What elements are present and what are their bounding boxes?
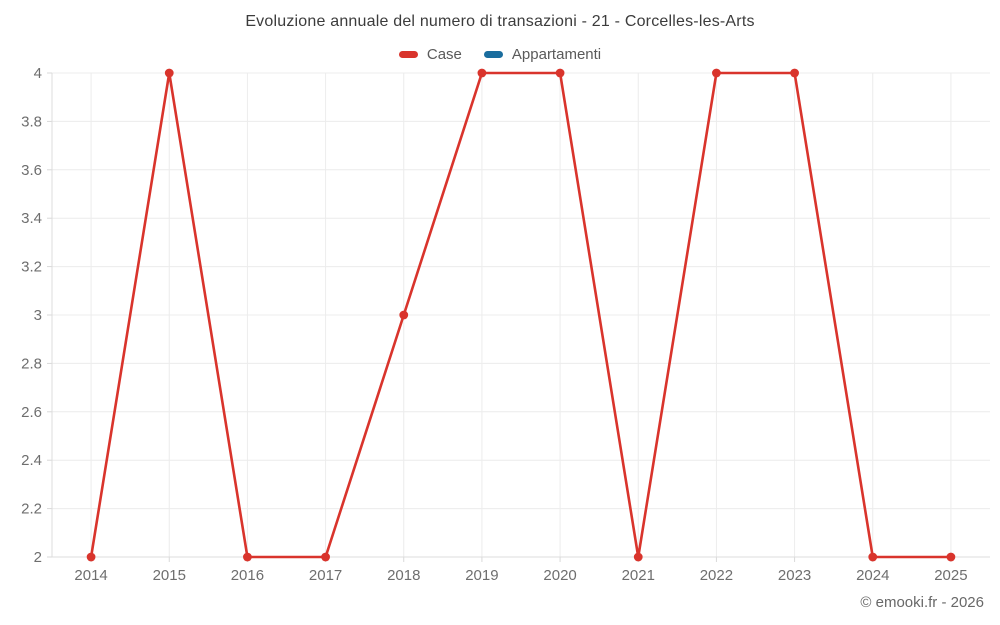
legend-label-appartamenti: Appartamenti	[511, 46, 602, 63]
y-axis-labels: 2 2.2 2.4 2.6 2.8 3 3.2 3.4 3.6 3.8 4	[21, 65, 42, 566]
x-tick-label: 2024	[856, 567, 889, 584]
data-point-case-2024[interactable]	[868, 552, 878, 562]
x-tick-label: 2021	[622, 567, 655, 584]
x-tick-label: 2016	[231, 567, 264, 584]
y-tick-label: 2.6	[21, 404, 42, 421]
case-series-swatch-icon	[398, 51, 418, 58]
x-tick-label: 2022	[700, 567, 733, 584]
y-tick-label: 2.2	[21, 501, 42, 518]
data-point-case-2014[interactable]	[86, 552, 96, 562]
y-tick-label: 3.2	[21, 259, 42, 276]
data-point-case-2016[interactable]	[243, 552, 252, 562]
y-tick-label: 3.8	[21, 113, 42, 130]
y-tick-label: 3.4	[21, 210, 42, 227]
x-gridlines	[90, 73, 952, 557]
data-point-case-2015[interactable]	[164, 68, 174, 78]
x-tick-label: 2023	[778, 567, 811, 584]
appartamenti-series-swatch-icon	[483, 51, 503, 58]
data-point-case-2025[interactable]	[946, 552, 956, 562]
y-tick-label: 4	[34, 65, 42, 82]
data-point-case-2022[interactable]	[712, 68, 721, 78]
x-tick-label: 2019	[465, 567, 498, 584]
y-gridlines	[52, 72, 990, 510]
x-tick-label: 2017	[309, 567, 342, 584]
data-point-case-2018[interactable]	[399, 310, 409, 320]
y-tick-label: 2	[34, 549, 42, 566]
data-point-case-2017[interactable]	[321, 552, 330, 562]
y-tick-label: 2.4	[21, 452, 42, 469]
x-tick-label: 2025	[934, 567, 967, 584]
x-axis-ticks	[90, 557, 952, 562]
legend: Case Appartamenti	[0, 46, 1000, 63]
x-tick-label: 2018	[387, 567, 420, 584]
y-tick-label: 2.8	[21, 355, 42, 372]
legend-item-appartamenti[interactable]: Appartamenti	[483, 46, 602, 63]
y-tick-label: 3.6	[21, 162, 42, 179]
data-point-case-2023[interactable]	[790, 68, 799, 78]
case-series	[86, 68, 956, 562]
data-point-case-2020[interactable]	[555, 68, 565, 78]
legend-label-case: Case	[426, 46, 462, 63]
x-tick-label: 2014	[74, 567, 107, 584]
y-tick-label: 3	[34, 307, 42, 324]
case-line	[89, 71, 953, 559]
y-axis-ticks	[47, 72, 52, 558]
credit-text: © emooki.fr - 2026	[860, 594, 984, 611]
chart-title: Evoluzione annuale del numero di transaz…	[245, 13, 755, 30]
x-axis-labels: 2014 2015 2016 2017 2018 2019 2020 2021 2022 2023…	[74, 567, 967, 584]
legend-item-case[interactable]: Case	[398, 46, 462, 63]
x-tick-label: 2020	[543, 567, 576, 584]
x-tick-label: 2015	[153, 567, 186, 584]
data-point-case-2021[interactable]	[633, 552, 643, 562]
data-point-case-2019[interactable]	[477, 68, 487, 78]
